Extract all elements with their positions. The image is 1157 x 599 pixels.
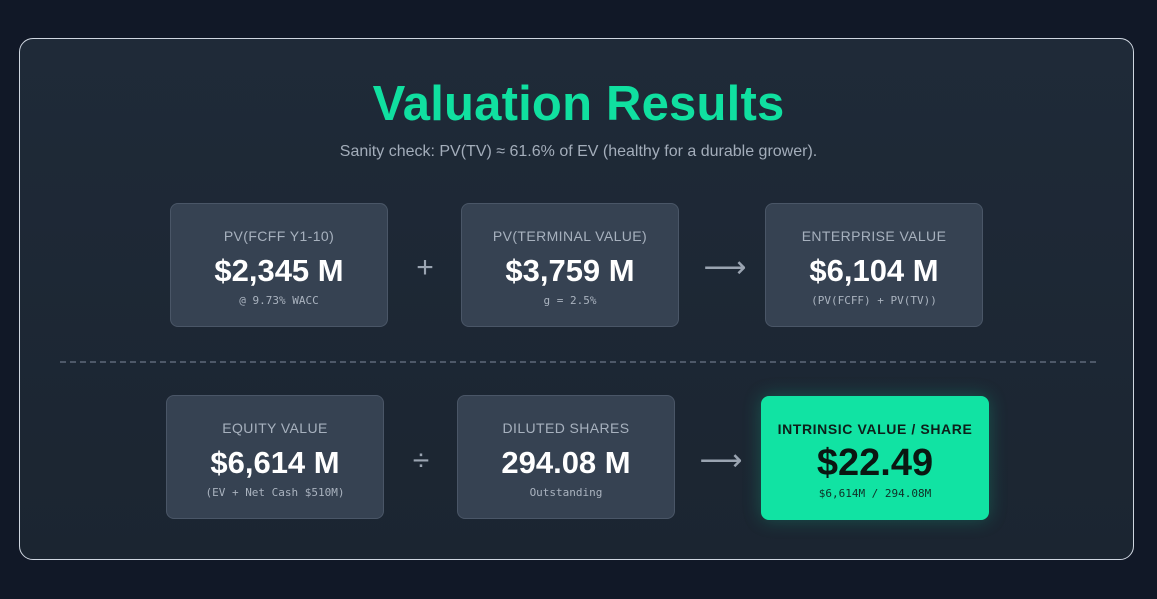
intrinsic-value-per-share-value: $22.49 (816, 442, 934, 484)
pv-fcff-card: PV(FCFF Y1-10) $2,345 M @ 9.73% WACC (170, 203, 388, 327)
divide-operator: ÷ (412, 444, 430, 477)
pv-fcff-value: $2,345 M (214, 253, 344, 288)
pv-fcff-label: PV(FCFF Y1-10) (223, 228, 335, 244)
enterprise-value-value: $6,104 M (809, 253, 939, 288)
section-divider (60, 361, 1096, 363)
diluted-shares-card: DILUTED SHARES 294.08 M Outstanding (457, 395, 675, 519)
enterprise-value-card: ENTERPRISE VALUE $6,104 M (PV(FCFF) + PV… (765, 203, 983, 327)
enterprise-value-note: (PV(FCFF) + PV(TV)) (811, 294, 937, 307)
equity-value-card: EQUITY VALUE $6,614 M (EV + Net Cash $51… (166, 395, 384, 519)
intrinsic-value-per-share-note: $6,614M / 294.08M (818, 487, 932, 500)
page-title: Valuation Results (372, 77, 785, 131)
intrinsic-value-per-share-label: INTRINSIC VALUE / SHARE (777, 421, 973, 437)
diluted-shares-label: DILUTED SHARES (502, 420, 630, 436)
equity-value-note: (EV + Net Cash $510M) (205, 486, 345, 499)
sanity-check-subtitle: Sanity check: PV(TV) ≈ 61.6% of EV (heal… (339, 143, 818, 160)
pv-fcff-note: @ 9.73% WACC (239, 294, 319, 307)
arrow-right-icon: ⟶ (699, 444, 743, 477)
pv-terminal-value-note: g = 2.5% (543, 294, 597, 307)
arrow-right-icon: ⟶ (703, 251, 747, 284)
diluted-shares-note: Outstanding (529, 486, 603, 499)
equity-value-label: EQUITY VALUE (222, 420, 328, 436)
plus-operator: + (416, 251, 434, 284)
equity-value-value: $6,614 M (210, 445, 340, 480)
diluted-shares-value: 294.08 M (501, 445, 631, 480)
pv-terminal-value-card: PV(TERMINAL VALUE) $3,759 M g = 2.5% (461, 203, 679, 327)
enterprise-value-label: ENTERPRISE VALUE (801, 228, 947, 244)
pv-terminal-value-label: PV(TERMINAL VALUE) (492, 228, 648, 244)
pv-terminal-value-value: $3,759 M (505, 253, 635, 288)
intrinsic-value-per-share-card: INTRINSIC VALUE / SHARE $22.49 $6,614M /… (761, 396, 989, 520)
